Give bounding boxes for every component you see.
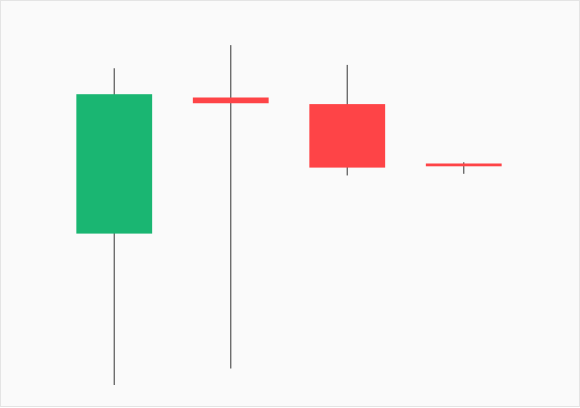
candle-1-body — [76, 94, 153, 234]
candle-3-body — [309, 104, 386, 168]
candle-4-body — [425, 163, 502, 167]
candle-2-body — [192, 97, 269, 104]
